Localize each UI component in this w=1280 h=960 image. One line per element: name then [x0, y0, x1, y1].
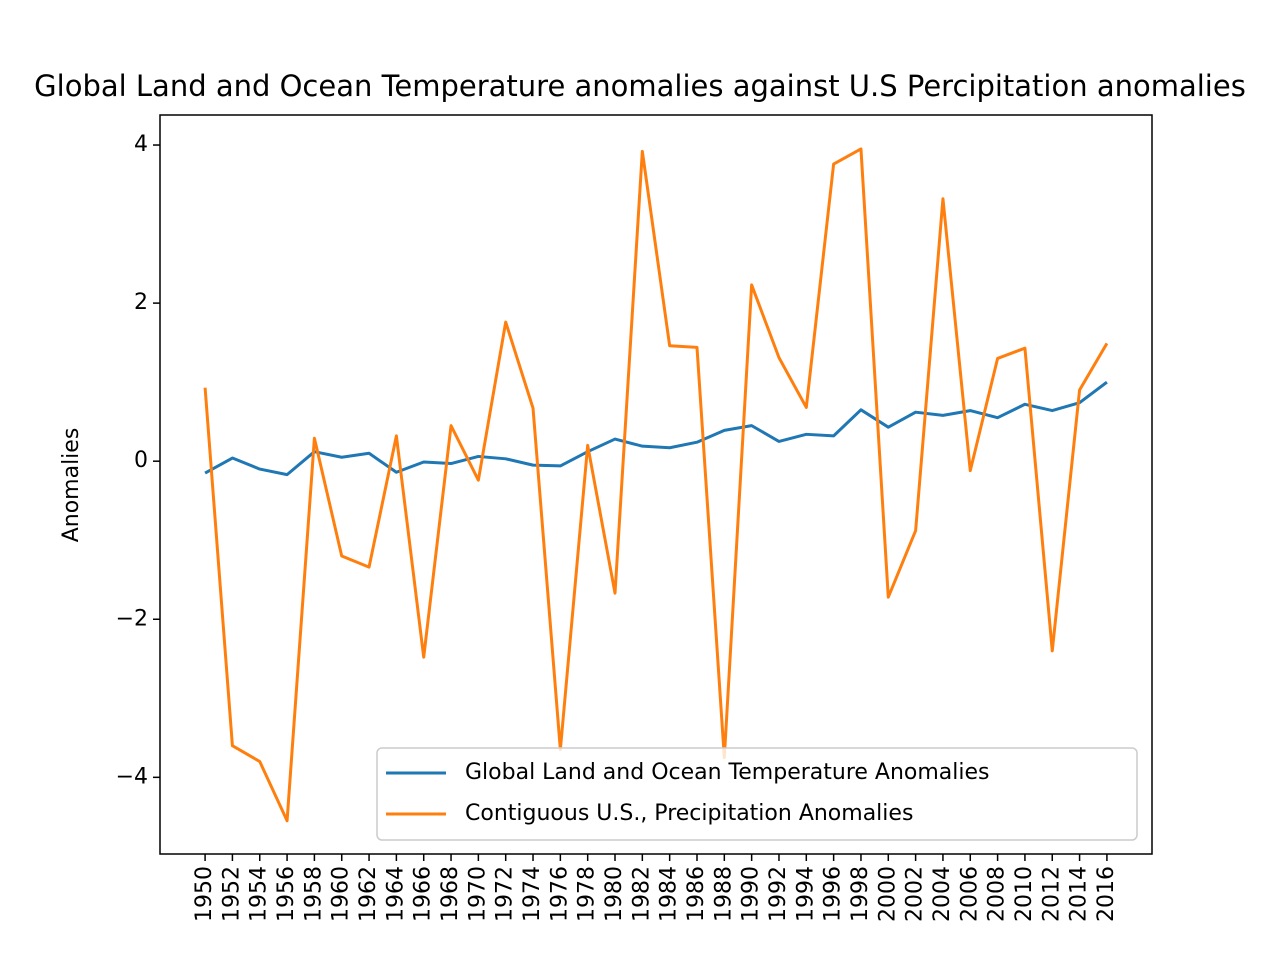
x-tick-label: 2010	[1012, 866, 1037, 922]
x-tick-label: 2004	[930, 866, 955, 922]
x-tick-label: 1972	[493, 866, 518, 922]
x-tick-label: 1954	[247, 866, 272, 922]
y-tick-label: −2	[116, 606, 148, 631]
x-tick-label: 1956	[274, 866, 299, 922]
x-tick-label: 1974	[520, 866, 545, 922]
legend-label: Contiguous U.S., Precipitation Anomalies	[465, 801, 913, 826]
x-tick-label: 2000	[875, 866, 900, 922]
x-tick-label: 1988	[711, 866, 736, 922]
series-line	[203, 147, 1109, 823]
legend-label: Global Land and Ocean Temperature Anomal…	[465, 760, 990, 785]
x-tick-label: 1996	[821, 866, 846, 922]
y-tick-label: −4	[116, 764, 148, 789]
x-tick-label: 1960	[329, 866, 354, 922]
x-tick-label: 1984	[657, 866, 682, 922]
chart-title: Global Land and Ocean Temperature anomal…	[34, 69, 1246, 103]
y-tick-label: 4	[134, 132, 148, 157]
x-tick-label: 1966	[411, 866, 436, 922]
plot-frame	[159, 114, 1153, 855]
x-tick-label: 2012	[1039, 866, 1064, 922]
x-tick-label: 2008	[985, 866, 1010, 922]
x-tick-label: 2002	[903, 866, 928, 922]
x-tick-label: 1958	[301, 866, 326, 922]
x-tick-label: 1998	[848, 866, 873, 922]
y-tick-label: 2	[134, 290, 148, 315]
x-tick-label: 1970	[465, 866, 490, 922]
x-tick-label: 2014	[1067, 866, 1092, 922]
legend-box	[376, 747, 1138, 841]
x-tick-label: 2016	[1094, 866, 1119, 922]
x-tick-label: 1982	[629, 866, 654, 922]
x-tick-label: 1968	[438, 866, 463, 922]
x-tick-label: 1962	[356, 866, 381, 922]
x-tick-label: 1980	[602, 866, 627, 922]
x-tick-label: 1986	[684, 866, 709, 922]
x-tick-label: 1976	[547, 866, 572, 922]
x-tick-label: 1994	[793, 866, 818, 922]
y-axis-label: Anomalies	[59, 428, 84, 543]
x-tick-label: 1964	[383, 866, 408, 922]
x-tick-label: 2006	[957, 866, 982, 922]
x-tick-label: 1978	[575, 866, 600, 922]
series-line	[204, 380, 1108, 477]
x-tick-label: 1950	[192, 866, 217, 922]
y-tick-label: 0	[134, 448, 148, 473]
x-tick-label: 1990	[739, 866, 764, 922]
x-tick-label: 1992	[766, 866, 791, 922]
x-tick-label: 1952	[219, 866, 244, 922]
